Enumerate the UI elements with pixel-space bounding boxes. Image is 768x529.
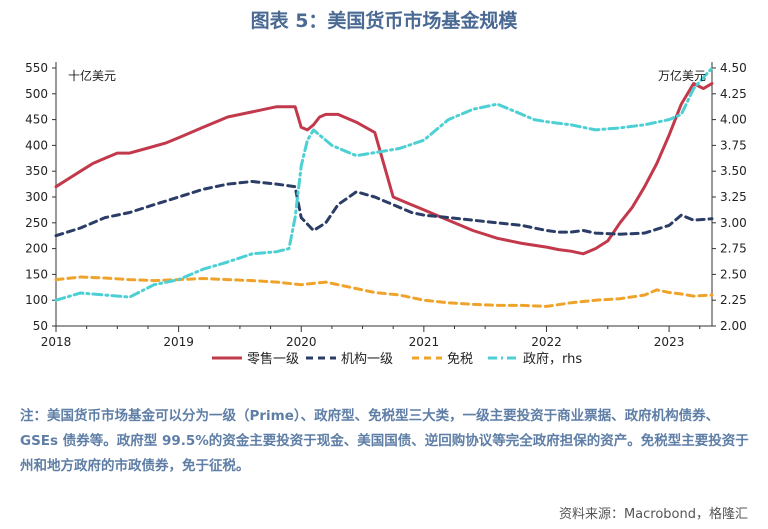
left-tick-label: 400 <box>25 138 48 152</box>
left-tick-label: 100 <box>25 293 48 307</box>
series-layer <box>54 66 714 308</box>
legend-label-3: 免税 <box>447 352 473 367</box>
left-tick-label: 550 <box>25 61 48 75</box>
x-tick-label: 2022 <box>531 335 562 349</box>
legend-label-4: 政府，rhs <box>523 352 582 367</box>
left-tick-label: 500 <box>25 87 48 101</box>
left-axis-unit: 十亿美元 <box>68 68 116 83</box>
series-line-3 <box>54 275 714 308</box>
chart-note: 注：美国货币市场基金可以分为一级（Prime）、政府型、免税型三大类，一级主要投… <box>20 408 749 474</box>
x-tick-label: 2023 <box>654 335 685 349</box>
right-tick-label: 2.25 <box>720 293 747 307</box>
x-tick-label: 2019 <box>163 335 194 349</box>
right-tick-label: 3.75 <box>720 138 747 152</box>
series-line-4 <box>54 66 714 302</box>
x-tick-label: 2018 <box>41 335 72 349</box>
left-tick-label: 300 <box>25 190 48 204</box>
right-axis-unit: 万亿美元 <box>658 68 706 83</box>
figure-title: 图表 5：美国货币市场基金规模 <box>250 10 518 32</box>
line-chart: 50 100 150 200 250 300 350 400 450 500 550 2.00 2.2… <box>25 61 747 367</box>
left-tick-label: 200 <box>25 242 48 256</box>
right-tick-label: 4.50 <box>720 61 747 75</box>
legend-label-1: 零售一级 <box>247 351 299 367</box>
series-line-2 <box>54 180 714 238</box>
right-axis: 2.00 2.25 2.50 2.75 3.00 3.25 3.50 3.75 4.00 4.25… <box>711 61 747 333</box>
right-tick-label: 3.25 <box>720 190 747 204</box>
left-tick-label: 250 <box>25 216 48 230</box>
source-credit: 资料来源：Macrobond，格隆汇 <box>558 507 748 522</box>
right-tick-label: 4.25 <box>720 87 747 101</box>
series-line-1 <box>54 82 714 256</box>
right-tick-label: 3.00 <box>720 216 747 230</box>
right-tick-label: 2.75 <box>720 242 747 256</box>
right-tick-label: 3.50 <box>720 164 747 178</box>
right-tick-label: 2.00 <box>720 319 747 333</box>
legend-label-2: 机构一级 <box>341 352 393 367</box>
left-axis: 50 100 150 200 250 300 350 400 450 500 550 <box>25 61 57 333</box>
left-tick-label: 50 <box>33 319 48 333</box>
x-tick-label: 2021 <box>409 335 440 349</box>
x-tick-label: 2020 <box>286 335 317 349</box>
left-tick-label: 150 <box>25 267 48 281</box>
left-tick-label: 350 <box>25 164 48 178</box>
left-tick-label: 450 <box>25 113 48 127</box>
right-tick-label: 2.50 <box>720 267 747 281</box>
legend: 零售一级 机构一级 免税 政府，rhs <box>212 351 582 367</box>
right-tick-label: 4.00 <box>720 113 747 127</box>
x-axis: 2018 2019 2020 2021 2022 2023 <box>41 325 712 349</box>
